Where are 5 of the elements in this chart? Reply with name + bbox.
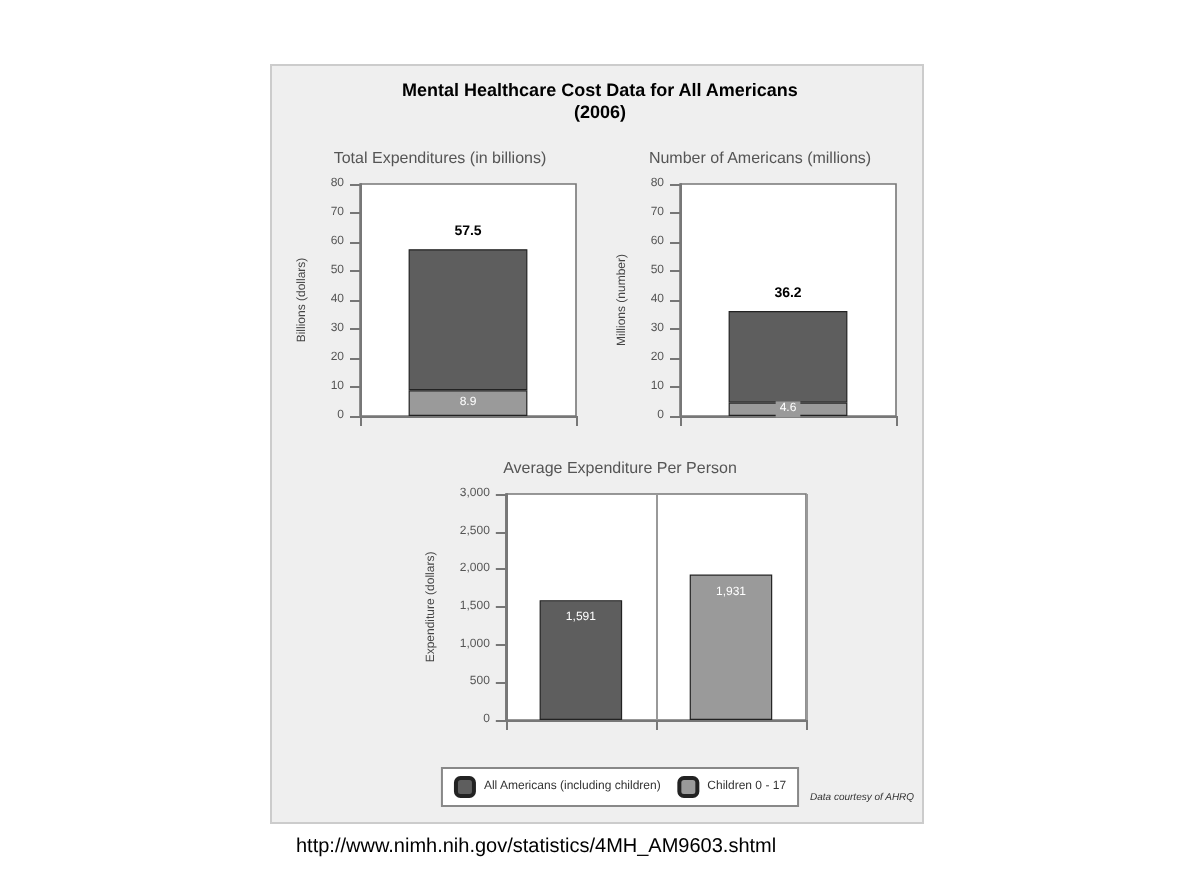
text: Mental Healthcare Cost Data for All Americans (2006) [400,80,800,124]
chart-title: Number of Americans (millions) [648,149,872,167]
chart-title: Total Expenditures (in billions) [333,149,547,167]
chart-title: Average Expenditure Per Person [503,459,737,477]
text: http://www.nimh.nih.gov/statistics/4MH_AM9603.shtml [296,836,777,858]
